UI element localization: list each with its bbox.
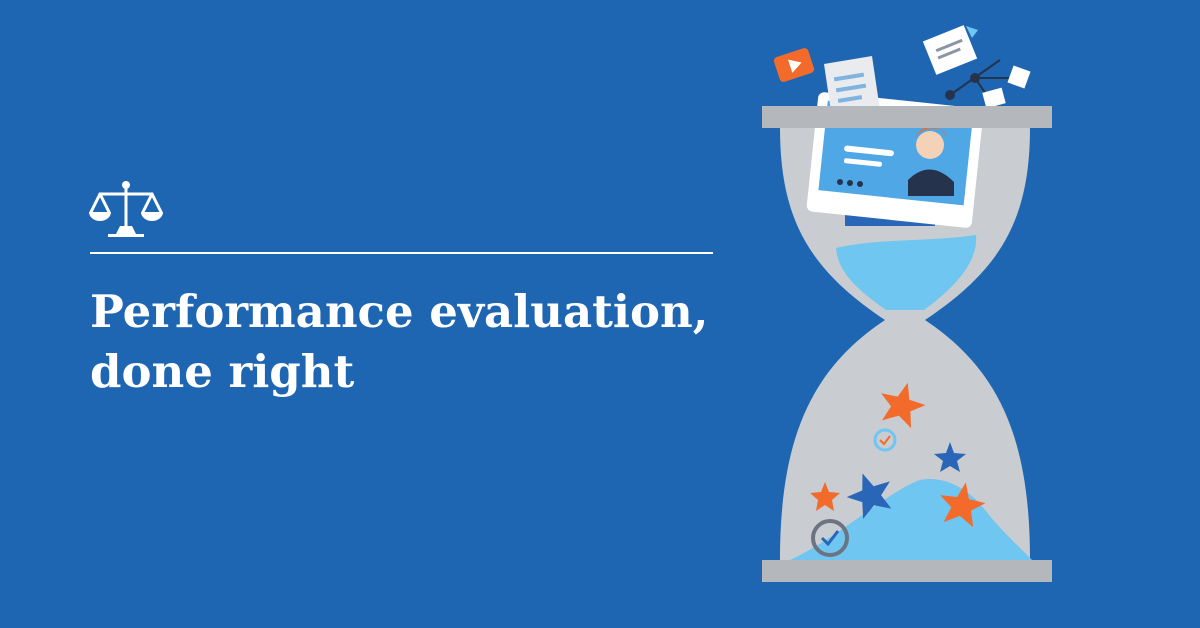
note-card-icon [922,25,978,75]
star-icon [934,442,966,472]
star-icon [881,382,926,429]
hourglass-illustration [762,25,1052,582]
check-badge-icon [873,428,897,452]
hourglass-bottom-bar [762,560,1052,582]
video-play-icon [773,48,815,82]
flowchart-icon [945,59,1031,109]
headline-line-1: Performance evaluation, [90,285,709,338]
divider-line [90,252,713,254]
headline: Performance evaluation, done right [90,282,740,402]
hourglass-top-bar [762,106,1052,128]
star-icon [940,482,986,528]
star-icon [846,473,892,519]
headline-line-2: done right [90,345,355,398]
check-badge-icon [811,519,849,557]
hourglass-glass [780,128,1030,560]
star-icon [810,482,840,511]
upper-sand [836,235,977,310]
scales-icon [89,181,163,237]
lower-sand [790,479,1032,560]
document-icon [824,56,880,118]
